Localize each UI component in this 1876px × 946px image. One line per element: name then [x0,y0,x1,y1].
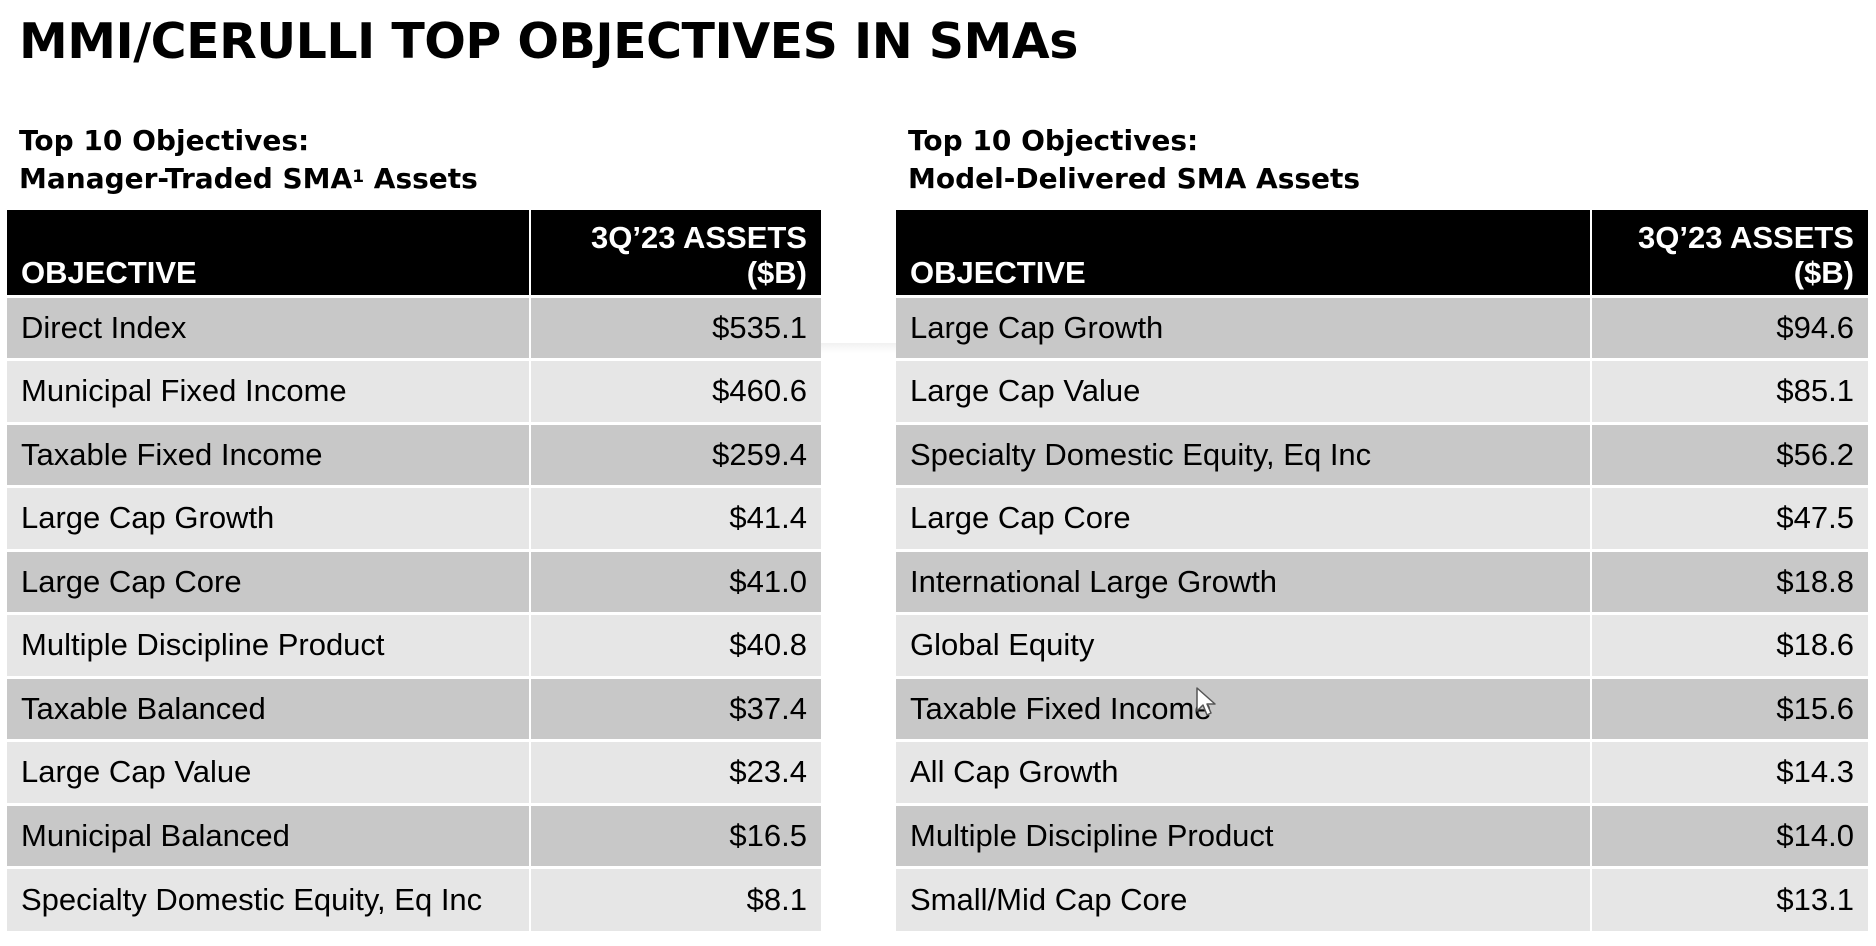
objective-cell: Taxable Fixed Income [7,421,531,487]
subtitle-line-1: Top 10 Objectives: [908,124,1199,157]
table-row: Large Cap Growth $94.6 [896,294,1868,360]
assets-cell: $460.6 [530,358,821,423]
table-row: Municipal Balanced $16.5 [7,802,821,868]
assets-cell: $18.6 [1591,612,1868,677]
assets-header-line-1: 3Q’23 ASSETS [591,219,807,255]
assets-header-line-2: ($B) [746,254,807,290]
table-row: Taxable Fixed Income $15.6 [896,675,1868,741]
assets-cell: $37.4 [530,675,821,741]
assets-cell: $56.2 [1591,421,1868,487]
objective-cell: Large Cap Core [896,485,1592,550]
objective-cell: International Large Growth [896,548,1592,614]
assets-cell: $535.1 [530,294,821,360]
assets-cell: $41.0 [530,548,821,614]
subtitle-line-2: Model-Delivered SMA Assets [908,162,1361,195]
table-row: Specialty Domestic Equity, Eq Inc $56.2 [896,421,1868,487]
assets-cell: $14.3 [1591,739,1868,804]
objective-cell: Large Cap Growth [7,485,531,550]
assets-column-header: 3Q’23 ASSETS ($B) [530,210,821,296]
objective-cell: Taxable Fixed Income [896,675,1592,741]
table-row: Direct Index $535.1 [7,294,821,360]
model-delivered-rows: Large Cap Growth $94.6 Large Cap Value $85.… [896,294,1868,931]
table-header-row: OBJECTIVE 3Q’23 ASSETS ($B) [896,210,1868,296]
table-row: All Cap Growth $14.3 [896,739,1868,804]
objective-cell: Large Cap Value [896,358,1592,423]
table-row: Taxable Fixed Income $259.4 [7,421,821,487]
model-delivered-section: Top 10 Objectives: Model-Delivered SMA A… [896,122,1868,931]
model-delivered-table: OBJECTIVE 3Q’23 ASSETS ($B) Large Cap Gro… [896,210,1868,931]
assets-cell: $85.1 [1591,358,1868,423]
table-row: Global Equity $18.6 [896,612,1868,677]
assets-column-header: 3Q’23 ASSETS ($B) [1591,210,1868,296]
table-row: Municipal Fixed Income $460.6 [7,358,821,423]
manager-traded-table: OBJECTIVE 3Q’23 ASSETS ($B) Direct Index $… [7,210,821,931]
manager-traded-section: Top 10 Objectives: Manager-Traded SMA1 A… [7,122,821,931]
objective-cell: Large Cap Core [7,548,531,614]
table-header-row: OBJECTIVE 3Q’23 ASSETS ($B) [7,210,821,296]
objective-cell: Global Equity [896,612,1592,677]
objective-column-header: OBJECTIVE [896,210,1592,296]
objective-cell: Taxable Balanced [7,675,531,741]
table-row: Large Cap Core $41.0 [7,548,821,614]
table-row: Specialty Domestic Equity, Eq Inc $8.1 [7,866,821,931]
table-row: Taxable Balanced $37.4 [7,675,821,741]
objective-cell: Direct Index [7,294,531,360]
manager-traded-subtitle: Top 10 Objectives: Manager-Traded SMA1 A… [19,122,821,210]
table-row: Large Cap Growth $41.4 [7,485,821,550]
manager-traded-rows: Direct Index $535.1 Municipal Fixed Income… [7,294,821,931]
objective-cell: Specialty Domestic Equity, Eq Inc [7,866,531,931]
assets-cell: $13.1 [1591,866,1868,931]
table-row: Large Cap Core $47.5 [896,485,1868,550]
table-row: Multiple Discipline Product $40.8 [7,612,821,677]
assets-header-line-1: 3Q’23 ASSETS [1638,219,1854,255]
assets-header-line-2: ($B) [1793,254,1854,290]
objective-cell: Multiple Discipline Product [7,612,531,677]
objective-cell: Specialty Domestic Equity, Eq Inc [896,421,1592,487]
objective-cell: Municipal Balanced [7,802,531,868]
subtitle-line-2-suffix: Assets [364,162,478,195]
assets-cell: $94.6 [1591,294,1868,360]
assets-cell: $15.6 [1591,675,1868,741]
table-row: Large Cap Value $23.4 [7,739,821,804]
objective-cell: Municipal Fixed Income [7,358,531,423]
objective-cell: All Cap Growth [896,739,1592,804]
assets-cell: $41.4 [530,485,821,550]
subtitle-line-1: Top 10 Objectives: [19,124,310,157]
assets-cell: $14.0 [1591,802,1868,868]
assets-cell: $40.8 [530,612,821,677]
subtitle-line-2-text: Manager-Traded SMA [19,162,353,195]
table-row: Small/Mid Cap Core $13.1 [896,866,1868,931]
mouse-pointer-icon [1196,687,1216,716]
objective-column-header: OBJECTIVE [7,210,531,296]
table-row: Multiple Discipline Product $14.0 [896,802,1868,868]
assets-cell: $16.5 [530,802,821,868]
objective-cell: Large Cap Value [7,739,531,804]
table-divider-shadow [821,343,896,353]
subtitle-line-2: Manager-Traded SMA1 Assets [19,160,821,198]
assets-cell: $47.5 [1591,485,1868,550]
model-delivered-subtitle: Top 10 Objectives: Model-Delivered SMA A… [908,122,1868,210]
assets-cell: $259.4 [530,421,821,487]
page-title: MMI/CERULLI TOP OBJECTIVES IN SMAs [19,13,1078,70]
table-row: International Large Growth $18.8 [896,548,1868,614]
objective-cell: Large Cap Growth [896,294,1592,360]
objective-cell: Small/Mid Cap Core [896,866,1592,931]
table-row: Large Cap Value $85.1 [896,358,1868,423]
assets-cell: $18.8 [1591,548,1868,614]
objective-cell: Multiple Discipline Product [896,802,1592,868]
footnote-marker: 1 [352,167,365,187]
assets-cell: $23.4 [530,739,821,804]
assets-cell: $8.1 [530,866,821,931]
